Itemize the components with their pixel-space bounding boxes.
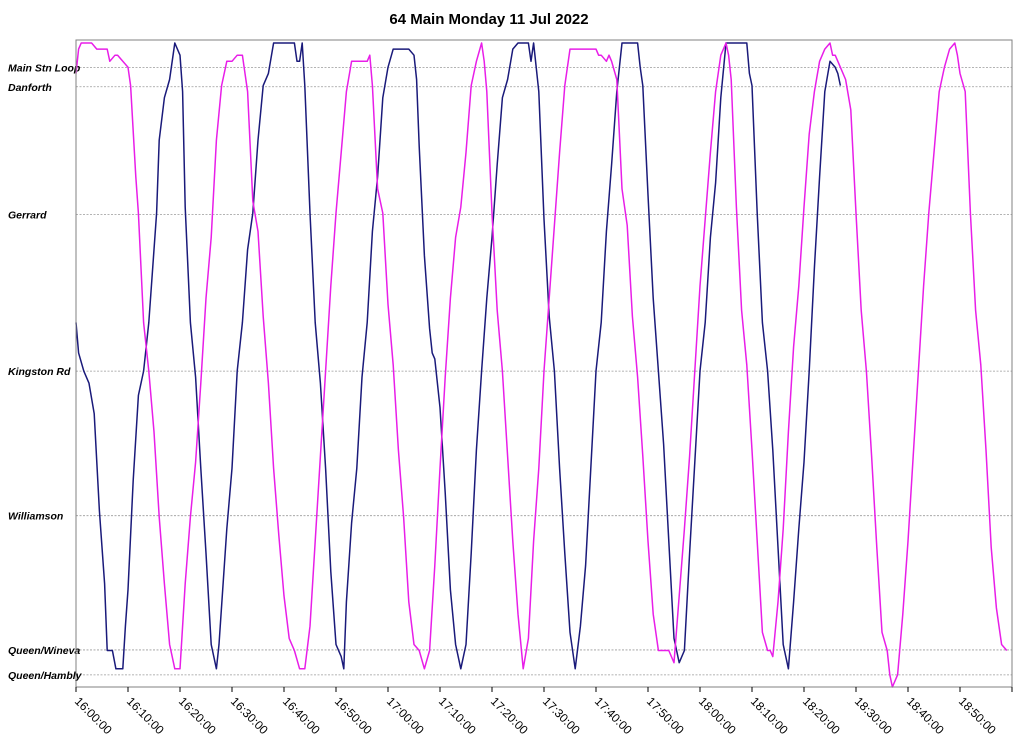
series-line-2 bbox=[75, 42, 1008, 688]
x-tick-label: 18:40:00 bbox=[904, 694, 947, 737]
x-tick-label: 16:20:00 bbox=[176, 694, 219, 737]
x-tick-label: 18:00:00 bbox=[696, 694, 739, 737]
series-line-1 bbox=[75, 42, 842, 670]
grid-lines bbox=[76, 66, 1012, 676]
stop-label: Queen/Wineva bbox=[8, 645, 80, 657]
x-tick-label: 16:50:00 bbox=[332, 694, 375, 737]
x-axis-tick-labels: 16:00:00 16:10:00 16:20:00 16:30:00 16:40:00… bbox=[72, 694, 999, 737]
x-tick-label: 17:10:00 bbox=[436, 694, 479, 737]
x-tick-label: 18:50:00 bbox=[956, 694, 999, 737]
stop-label: Williamson bbox=[8, 511, 63, 523]
x-tick-label: 18:20:00 bbox=[800, 694, 843, 737]
x-tick-label: 16:30:00 bbox=[228, 694, 271, 737]
stop-labels: Main Stn Loop Danforth Gerrard Kingston Rd W… bbox=[8, 62, 83, 682]
chart-title: 64 Main Monday 11 Jul 2022 bbox=[389, 11, 588, 28]
x-tick-label: 16:10:00 bbox=[124, 694, 167, 737]
x-tick-label: 17:20:00 bbox=[488, 694, 531, 737]
x-tick-label: 16:00:00 bbox=[72, 694, 115, 737]
x-tick-label: 17:00:00 bbox=[384, 694, 427, 737]
x-tick-label: 18:10:00 bbox=[748, 694, 791, 737]
stop-label: Danforth bbox=[8, 82, 52, 94]
x-tick-label: 17:30:00 bbox=[540, 694, 583, 737]
stop-label: Gerrard bbox=[8, 209, 47, 221]
x-tick-label: 16:40:00 bbox=[280, 694, 323, 737]
stop-label: Kingston Rd bbox=[8, 366, 71, 378]
stop-label: Main Stn Loop bbox=[8, 62, 81, 74]
x-tick-label: 17:50:00 bbox=[644, 694, 687, 737]
x-tick-label: 18:30:00 bbox=[852, 694, 895, 737]
x-tick-label: 17:40:00 bbox=[592, 694, 635, 737]
x-axis-ticks bbox=[75, 687, 1013, 692]
series-layer bbox=[75, 42, 1008, 688]
stop-label: Queen/Hambly bbox=[8, 670, 83, 682]
